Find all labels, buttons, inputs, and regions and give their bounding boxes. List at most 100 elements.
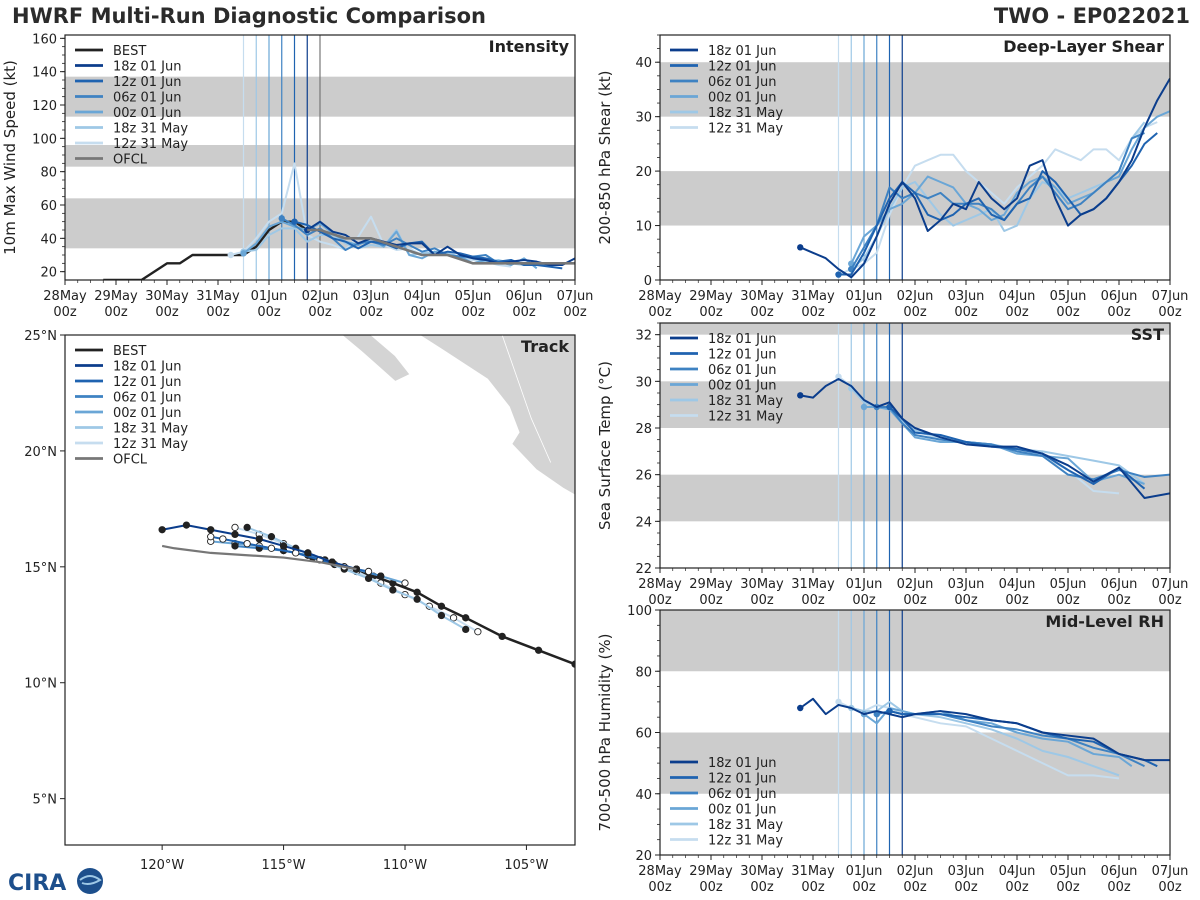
- y-tick-label: 20: [40, 266, 57, 281]
- legend-label: 12z 31 May: [708, 834, 783, 849]
- run-line: [800, 378, 1170, 499]
- legend-label: 18z 31 May: [113, 122, 188, 137]
- panel-shear: 01020304028May00z29May00z30May00z31May00…: [596, 34, 1188, 320]
- x-tick-label-hour: 00z: [801, 880, 825, 895]
- cira-logo-globe-icon: [77, 868, 103, 894]
- plot-area-sst: [660, 323, 1170, 568]
- x-tick-label-date: 03Jun: [353, 289, 390, 304]
- panel-title: Intensity: [489, 37, 570, 56]
- threshold-band: [660, 381, 1170, 428]
- run-line: [888, 406, 1146, 490]
- x-tick-label-hour: 00z: [1158, 880, 1182, 895]
- x-tick-label-hour: 00z: [801, 305, 825, 320]
- legend-label: 06z 01 Jun: [113, 91, 182, 106]
- x-tick-label-hour: 00z: [1005, 593, 1029, 608]
- x-tick-label-date: 05Jun: [1050, 577, 1087, 592]
- cira-logo: CIRA: [8, 868, 103, 896]
- x-tick-label-date: 05Jun: [455, 289, 492, 304]
- track-run-point: [364, 574, 373, 583]
- x-tick-label-hour: 00z: [410, 305, 434, 320]
- y-tick-label: 160: [32, 32, 57, 47]
- x-tick-label-hour: 00z: [954, 593, 978, 608]
- x-tick-label-date: 31May: [791, 864, 835, 879]
- track-run-point: [304, 549, 312, 557]
- y-tick-label: 140: [32, 66, 57, 81]
- x-tick-label-hour: 00z: [750, 880, 774, 895]
- legend-label: 12z 31 May: [113, 137, 188, 152]
- legend-label: 18z 01 Jun: [708, 332, 777, 347]
- x-tick-label-date: 29May: [689, 864, 733, 879]
- x-tick-label-date: 30May: [740, 577, 784, 592]
- y-tick-label: 32: [635, 329, 652, 344]
- plot-area-rh: [660, 610, 1170, 855]
- track-run-point: [231, 542, 239, 550]
- x-tick-label-date: 06Jun: [1101, 864, 1138, 879]
- run-line: [851, 700, 1120, 777]
- legend-label: 18z 01 Jun: [708, 756, 777, 771]
- x-tick-label-hour: 00z: [1056, 593, 1080, 608]
- track-run-point: [231, 523, 239, 532]
- y-tick-label: 40: [40, 232, 57, 247]
- panel-sst: 22242628303228May00z29May00z30May00z31Ma…: [596, 322, 1189, 608]
- y-tick-label: 15°N: [24, 561, 57, 576]
- run-start-point: [835, 373, 842, 380]
- x-tick-label-date: 28May: [638, 864, 682, 879]
- x-tick-label-hour: 00z: [1056, 305, 1080, 320]
- track-run-point: [462, 625, 470, 634]
- legend-label: 06z 01 Jun: [113, 391, 182, 406]
- panel-track: 120°W 115°W 110°W 105°W 5°N 10°N 15°N 20°N 25°N T…: [24, 329, 576, 873]
- x-tick-label-hour: 00z: [699, 593, 723, 608]
- y-tick-label: 100: [32, 132, 57, 147]
- x-tick-label-hour: 00z: [563, 305, 587, 320]
- x-tick-label-date: 04Jun: [404, 289, 441, 304]
- legend-label: 06z 01 Jun: [708, 787, 777, 802]
- threshold-band: [660, 62, 1170, 117]
- x-tick-label-hour: 00z: [1107, 880, 1131, 895]
- panel-frame: [64, 34, 576, 281]
- x-tick-label-hour: 00z: [1107, 593, 1131, 608]
- x-tick-label-date: 28May: [638, 577, 682, 592]
- x-tick-label-date: 07Jun: [1152, 864, 1189, 879]
- track-run-point: [255, 535, 263, 543]
- x-tick-label-hour: 00z: [852, 880, 876, 895]
- x-tick-label-date: 02Jun: [897, 864, 934, 879]
- x-tick-label-date: 05Jun: [1050, 289, 1087, 304]
- track-run-point: [267, 533, 276, 541]
- run-start-point: [797, 392, 804, 399]
- x-tick-label-date: 30May: [740, 289, 784, 304]
- legend-label: OFCL: [113, 453, 148, 468]
- x-tick-label-hour: 00z: [1005, 880, 1029, 895]
- track-run-point: [279, 542, 288, 550]
- state-border: [501, 335, 552, 463]
- x-tick-label-hour: 00z: [359, 305, 383, 320]
- y-tick-label: 100: [627, 604, 652, 619]
- legend-label: 18z 01 Jun: [113, 60, 182, 75]
- panel-frame: [64, 334, 576, 846]
- y-tick-label: 22: [635, 562, 652, 577]
- x-tick-label-hour: 00z: [461, 305, 485, 320]
- x-tick-label-hour: 00z: [257, 305, 281, 320]
- y-tick-label: 30: [635, 111, 652, 126]
- panel-frame: [659, 322, 1171, 569]
- run-start-point: [227, 251, 234, 259]
- x-tick-label-date: 04Jun: [999, 577, 1036, 592]
- x-tick-label-date: 07Jun: [1152, 577, 1189, 592]
- legend-label: 18z 31 May: [708, 394, 783, 409]
- x-tick-label-hour: 00z: [1107, 305, 1131, 320]
- legend-label: 12z 31 May: [708, 410, 783, 425]
- track-run-point: [474, 628, 482, 636]
- figure-title: HWRF Multi-Run Diagnostic Comparison: [12, 4, 487, 28]
- run-start-point: [291, 218, 298, 225]
- x-tick-label-hour: 00z: [155, 305, 179, 320]
- run-line: [850, 121, 1146, 270]
- x-tick-label-hour: 00z: [308, 305, 332, 320]
- y-tick-label: 20°N: [24, 445, 57, 460]
- legend-label: 18z 31 May: [113, 422, 188, 437]
- x-tick-label-date: 04Jun: [999, 289, 1036, 304]
- run-line: [863, 707, 1133, 767]
- x-tick-label-date: 01Jun: [846, 289, 883, 304]
- y-axis-label: 700-500 hPa Humidity (%): [596, 633, 614, 831]
- legend-label: 18z 31 May: [708, 818, 783, 833]
- x-tick-label-date: 01Jun: [846, 577, 883, 592]
